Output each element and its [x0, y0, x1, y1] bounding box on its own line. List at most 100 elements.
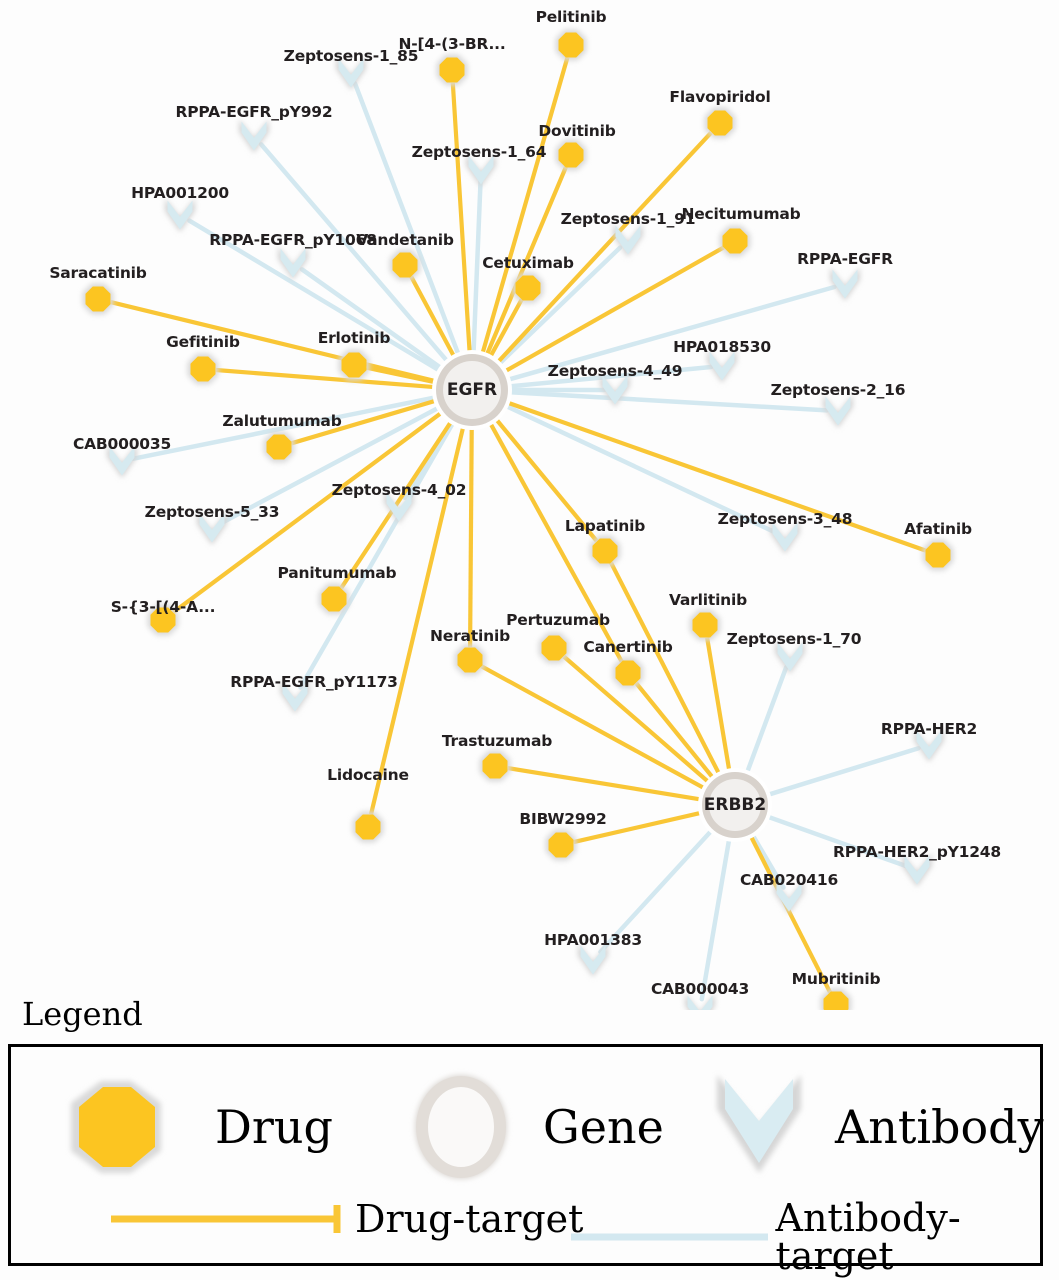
- antibody-edge: [760, 746, 921, 799]
- legend-edge-drug-target: Drug-target: [107, 1199, 583, 1239]
- antibody-node[interactable]: [774, 880, 804, 914]
- drug-node[interactable]: [612, 657, 644, 689]
- drug-node[interactable]: [922, 539, 954, 571]
- drug-node-shape: [548, 832, 574, 858]
- drug-node[interactable]: [555, 29, 587, 61]
- antibody-node[interactable]: [280, 680, 310, 714]
- antibody-node[interactable]: [775, 640, 805, 674]
- antibody-edge: [492, 245, 623, 371]
- antibody-node[interactable]: [600, 373, 630, 407]
- drug-node[interactable]: [82, 283, 114, 315]
- antibody-node[interactable]: [466, 153, 496, 187]
- drug-node-shape: [321, 586, 347, 612]
- gene-node-core: [709, 779, 761, 831]
- legend-box: Drug Gene Antibody: [8, 1044, 1044, 1275]
- legend-antibody-target-label: Antibody-target: [775, 1196, 961, 1278]
- drug-edge: [368, 418, 468, 815]
- antibody-node[interactable]: [278, 246, 308, 280]
- drug-edge: [609, 561, 725, 782]
- drug-node[interactable]: [263, 431, 295, 463]
- drug-node[interactable]: [479, 750, 511, 782]
- antibody-node[interactable]: [578, 943, 608, 977]
- antibody-node[interactable]: [830, 267, 860, 301]
- drug-node[interactable]: [338, 349, 370, 381]
- drug-node[interactable]: [820, 988, 852, 1011]
- drug-node[interactable]: [719, 225, 751, 257]
- drug-node-shape: [355, 814, 381, 840]
- antibody-node[interactable]: [770, 520, 800, 554]
- drug-edge: [489, 411, 599, 543]
- antibody-node-shape: [199, 513, 225, 543]
- antibody-node[interactable]: [914, 728, 944, 762]
- drug-node-shape: [341, 352, 367, 378]
- drug-edge: [215, 367, 443, 390]
- antibody-node[interactable]: [384, 490, 414, 524]
- drug-node[interactable]: [545, 829, 577, 861]
- drug-edge: [634, 681, 720, 786]
- antibody-node[interactable]: [902, 853, 932, 887]
- drug-node[interactable]: [454, 644, 486, 676]
- antibody-target-edge-icon: [571, 1233, 768, 1241]
- drug-node[interactable]: [512, 272, 544, 304]
- drug-node-shape: [392, 252, 418, 278]
- drug-node[interactable]: [389, 249, 421, 281]
- antibody-node-shape: [825, 396, 851, 426]
- drug-edge: [110, 300, 444, 385]
- drug-node-group: [82, 29, 954, 1011]
- drug-node[interactable]: [704, 107, 736, 139]
- legend-drug-target-label: Drug-target: [355, 1197, 584, 1241]
- antibody-edge: [501, 364, 714, 390]
- antibody-node-shape: [615, 225, 641, 255]
- drug-node[interactable]: [589, 535, 621, 567]
- drug-edge: [481, 166, 568, 364]
- drug-node-shape: [266, 434, 292, 460]
- drug-node-shape: [558, 32, 584, 58]
- drug-target-edge-icon: [111, 1205, 341, 1233]
- antibody-node[interactable]: [613, 223, 643, 257]
- drug-edge: [484, 415, 624, 663]
- antibody-node[interactable]: [685, 993, 715, 1010]
- legend-drug-label: Drug: [215, 1100, 333, 1154]
- drug-node-shape: [925, 542, 951, 568]
- drug-node[interactable]: [352, 811, 384, 843]
- antibody-chevron-icon: [717, 1075, 801, 1173]
- drug-node[interactable]: [555, 139, 587, 171]
- antibody-edge: [299, 267, 449, 374]
- drug-edge: [409, 275, 460, 365]
- antibody-node[interactable]: [107, 444, 137, 478]
- drug-node[interactable]: [187, 353, 219, 385]
- antibody-node[interactable]: [239, 119, 269, 153]
- antibody-edge: [500, 284, 837, 384]
- gene-node[interactable]: [698, 768, 772, 842]
- antibody-node-shape: [580, 945, 606, 975]
- antibody-node-shape: [282, 682, 308, 712]
- drug-edge: [339, 413, 458, 590]
- drug-node[interactable]: [318, 583, 350, 615]
- drug-node-shape: [482, 753, 508, 779]
- drug-node-shape: [592, 538, 618, 564]
- antibody-node[interactable]: [165, 198, 195, 232]
- drug-node-shape: [190, 356, 216, 382]
- gene-node[interactable]: [432, 350, 512, 430]
- gene-label-egfr: EGFR: [446, 380, 498, 400]
- drug-node-shape: [515, 275, 541, 301]
- antibody-node[interactable]: [197, 511, 227, 545]
- drug-edge: [450, 82, 473, 361]
- antibody-node[interactable]: [707, 349, 737, 383]
- drug-node[interactable]: [689, 609, 721, 641]
- drug-node-shape: [615, 660, 641, 686]
- drug-edge: [562, 654, 716, 789]
- antibody-node-shape: [709, 351, 735, 381]
- antibody-node-shape: [241, 121, 267, 151]
- gene-node-group: [432, 350, 772, 842]
- antibody-edge: [498, 401, 778, 535]
- legend-title: Legend: [22, 995, 143, 1033]
- antibody-node[interactable]: [336, 56, 366, 90]
- drug-node[interactable]: [147, 604, 179, 636]
- drug-node[interactable]: [538, 632, 570, 664]
- antibody-edge: [760, 812, 909, 869]
- antibody-node[interactable]: [823, 394, 853, 428]
- legend-node-drug: Drug: [51, 1067, 333, 1187]
- drug-node[interactable]: [436, 54, 468, 86]
